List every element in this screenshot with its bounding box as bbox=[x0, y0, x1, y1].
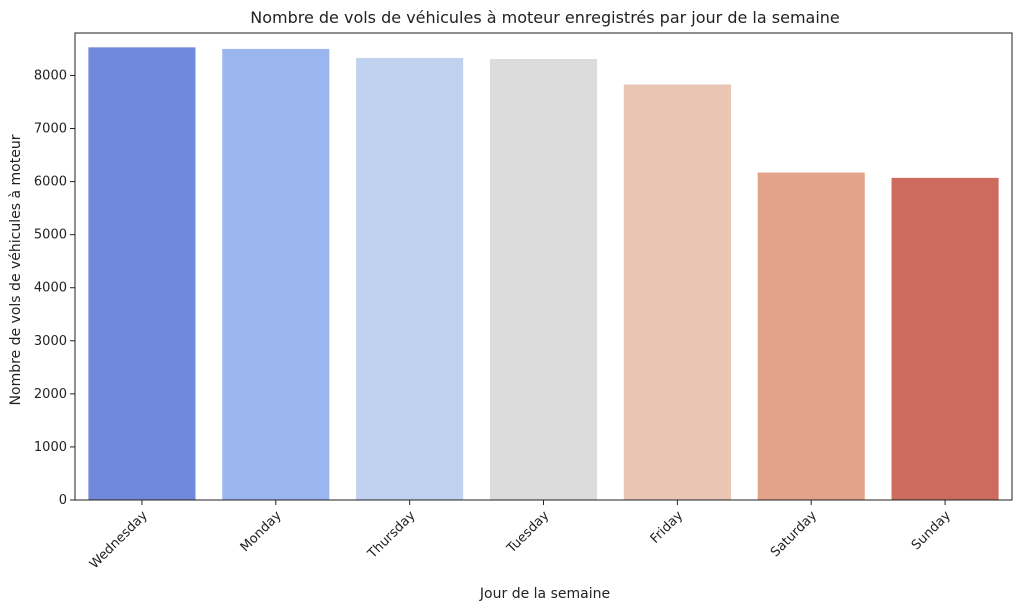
x-axis-ticks: Wednesday Monday Thursday Tuesday Friday Satu… bbox=[87, 500, 954, 572]
bar-saturday bbox=[757, 172, 865, 500]
x-axis-label: Jour de la semaine bbox=[479, 586, 610, 602]
y-tick-label: 0 bbox=[59, 493, 67, 508]
x-tick-label: Saturday bbox=[768, 508, 820, 560]
y-tick-label: 7000 bbox=[34, 122, 67, 137]
y-tick-label: 6000 bbox=[34, 175, 67, 190]
bar-monday bbox=[222, 48, 330, 500]
x-tick-label: Tuesday bbox=[504, 508, 553, 557]
bar-sunday bbox=[891, 177, 999, 500]
x-tick-label: Sunday bbox=[909, 508, 954, 553]
bar-tuesday bbox=[489, 59, 598, 500]
y-tick-label: 1000 bbox=[34, 440, 67, 455]
bar-thursday bbox=[356, 57, 464, 500]
x-tick-label: Friday bbox=[648, 508, 687, 547]
bar-wednesday bbox=[88, 47, 196, 501]
y-axis-ticks: 0 1000 2000 3000 4000 5000 6000 7000 8000 bbox=[34, 68, 75, 508]
y-tick-label: 3000 bbox=[34, 334, 67, 349]
x-tick-label: Thursday bbox=[364, 508, 418, 562]
chart-title: Nombre de vols de véhicules à moteur enr… bbox=[250, 8, 840, 27]
plot-frame bbox=[74, 32, 1013, 501]
y-tick-label: 2000 bbox=[34, 387, 67, 402]
y-tick-label: 4000 bbox=[34, 281, 67, 296]
y-tick-label: 5000 bbox=[34, 228, 67, 243]
x-tick-label: Monday bbox=[238, 508, 285, 555]
y-axis-label: Nombre de vols de véhicules à moteur bbox=[8, 134, 24, 405]
bars-group bbox=[88, 47, 999, 501]
x-tick-label: Wednesday bbox=[87, 508, 151, 572]
y-tick-label: 8000 bbox=[34, 68, 67, 83]
bar-friday bbox=[623, 84, 731, 500]
